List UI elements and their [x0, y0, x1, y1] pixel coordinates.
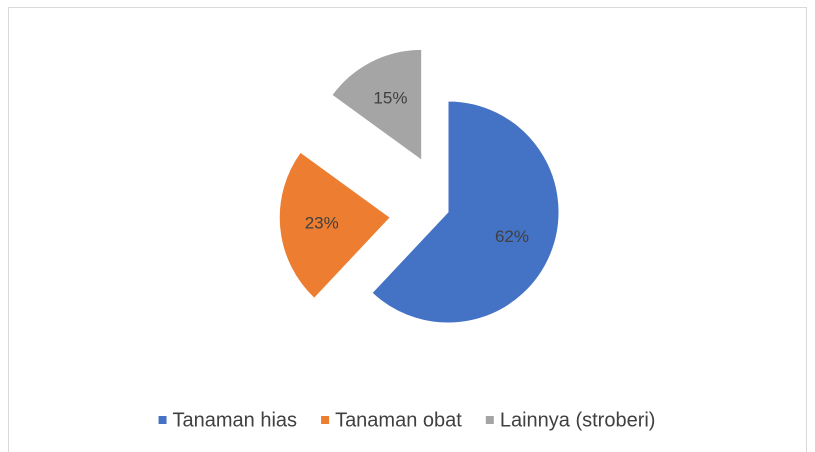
legend-label: Tanaman obat	[335, 409, 462, 431]
legend-label: Tanaman hias	[173, 409, 298, 431]
data-label: 62%	[495, 227, 529, 246]
pie-slice	[331, 48, 423, 162]
legend-label: Lainnya (stroberi)	[500, 409, 656, 431]
legend-marker	[485, 416, 494, 424]
pie-slice	[371, 100, 560, 324]
legend-marker	[321, 416, 330, 424]
data-label: 23%	[305, 213, 339, 232]
data-label: 15%	[373, 88, 407, 107]
pie-slice	[278, 151, 392, 300]
legend-marker	[158, 416, 167, 424]
